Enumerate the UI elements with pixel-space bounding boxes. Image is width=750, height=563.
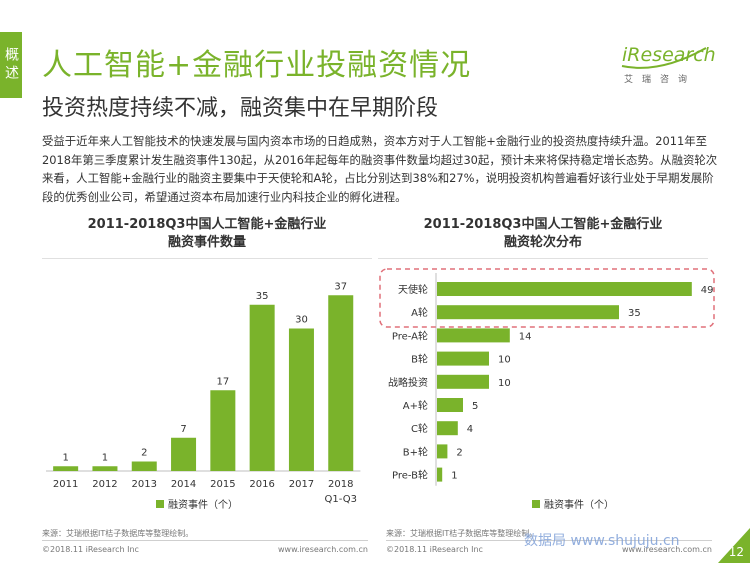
bar-value-label: 14 (519, 331, 532, 342)
bar-value-label: 30 (295, 315, 308, 326)
bar (53, 466, 79, 471)
bar (288, 328, 314, 471)
left-chart-title-line2: 融资事件数量 (167, 235, 246, 250)
left-chart-title: 2011-2018Q3中国人工智能+金融行业 融资事件数量 (42, 216, 372, 252)
x-tick-label: 2012 (92, 479, 117, 490)
bar (437, 328, 510, 343)
right-website: www.iresearch.com.cn (622, 545, 712, 554)
bar (249, 304, 275, 471)
y-tick-label: Pre-A轮 (392, 329, 428, 342)
y-tick-label: C轮 (411, 422, 428, 435)
bar-value-label: 2 (456, 447, 462, 458)
bar-value-label: 1 (102, 452, 108, 463)
bar (437, 282, 692, 296)
logo-text: iResearch (622, 44, 716, 66)
x-tick-label: 2013 (132, 479, 157, 490)
section-tab-label: 概述 (3, 47, 19, 83)
bar (171, 437, 197, 471)
y-tick-label: 天使轮 (398, 283, 428, 296)
left-chart-divider (42, 258, 372, 259)
bar-value-label: 17 (216, 376, 229, 387)
bar-value-label: 2 (141, 448, 147, 459)
bar (437, 421, 458, 436)
bar (437, 444, 448, 459)
bar (210, 390, 236, 471)
watermark: 数据局 www.shujuju.cn (524, 533, 680, 549)
x-tick-label: 2014 (171, 479, 196, 490)
bar-value-label: 7 (180, 424, 186, 435)
y-tick-label: B轮 (411, 353, 428, 366)
bar-value-label: 35 (256, 291, 269, 302)
bar-value-label: 1 (62, 452, 68, 463)
iresearch-logo: iResearch 艾瑞咨询 (620, 44, 716, 85)
left-footer-line (42, 540, 368, 541)
right-copyright: ©2018.11 iResearch Inc (386, 545, 483, 554)
body-paragraph: 受益于近年来人工智能技术的快速发展与国内资本市场的日趋成熟，资本方对于人工智能+… (42, 134, 718, 204)
left-website: www.iresearch.com.cn (278, 545, 368, 554)
bar-value-label: 5 (472, 401, 478, 412)
logo-subtext: 艾瑞咨询 (624, 75, 697, 85)
legend-swatch (156, 500, 164, 508)
bar (92, 466, 118, 471)
page-title: 人工智能+金融行业投融资情况 (42, 48, 472, 83)
bar-value-label: 37 (334, 281, 347, 292)
y-tick-label: B+轮 (403, 445, 428, 458)
right-source-note: 来源：艾瑞根据IT桔子数据库等整理绘制。 (386, 529, 538, 538)
x-tick-label: 2011 (53, 479, 78, 490)
bar (328, 295, 354, 471)
right-chart-title-line1: 2011-2018Q3中国人工智能+金融行业 (423, 217, 663, 232)
right-chart-divider (378, 258, 708, 259)
section-tab: 概述 (0, 32, 22, 98)
left-source-note: 来源：艾瑞根据IT桔子数据库等整理绘制。 (42, 529, 194, 538)
y-tick-label: A轮 (411, 306, 428, 319)
bar (437, 374, 489, 389)
highlight-box (379, 268, 715, 328)
bar (437, 305, 619, 320)
right-chart-title-line2: 融资轮次分布 (503, 235, 582, 250)
bar (437, 351, 489, 366)
bar-value-label: 49 (701, 285, 714, 296)
bar-value-label: 35 (628, 308, 641, 319)
bar-value-label: 10 (498, 378, 511, 389)
y-tick-label: A+轮 (403, 399, 428, 412)
page-number: 12 (728, 545, 744, 559)
left-bar-chart: 1 2011 1 2012 2 2013 7 2014 17 2015 35 2016 30 2017 37… (46, 281, 361, 511)
x-tick-label: Q1-Q3 (325, 494, 357, 505)
x-tick-label: 2018 (328, 479, 353, 490)
left-chart-title-line1: 2011-2018Q3中国人工智能+金融行业 (87, 217, 327, 232)
x-tick-label: 2015 (210, 479, 235, 490)
right-bar-chart: 49 天使轮 35 A轮 14 Pre-A轮 10 B轮 10 战略投资 5 A+轮 4 C轮 2 B+轮 1 P… (379, 268, 715, 511)
right-footer-line (386, 540, 712, 541)
bar-value-label: 4 (467, 424, 473, 435)
logo-swoosh-icon (621, 47, 707, 69)
x-tick-label: 2017 (289, 479, 314, 490)
bar (437, 467, 443, 482)
y-tick-label: Pre-B轮 (392, 469, 428, 482)
legend-label: 融资事件（个） (544, 498, 614, 511)
x-tick-label: 2016 (249, 479, 274, 490)
page-number-badge: 12 (718, 528, 750, 563)
y-tick-label: 战略投资 (388, 376, 428, 389)
legend-swatch (532, 500, 540, 508)
bar (437, 398, 463, 412)
legend-label: 融资事件（个） (168, 498, 238, 511)
left-copyright: ©2018.11 iResearch Inc (42, 545, 139, 554)
bar-value-label: 1 (451, 471, 457, 482)
right-chart-title: 2011-2018Q3中国人工智能+金融行业 融资轮次分布 (378, 216, 708, 252)
bar (131, 461, 157, 471)
bar-value-label: 10 (498, 355, 511, 366)
page-subtitle: 投资热度持续不减，融资集中在早期阶段 (42, 96, 439, 121)
